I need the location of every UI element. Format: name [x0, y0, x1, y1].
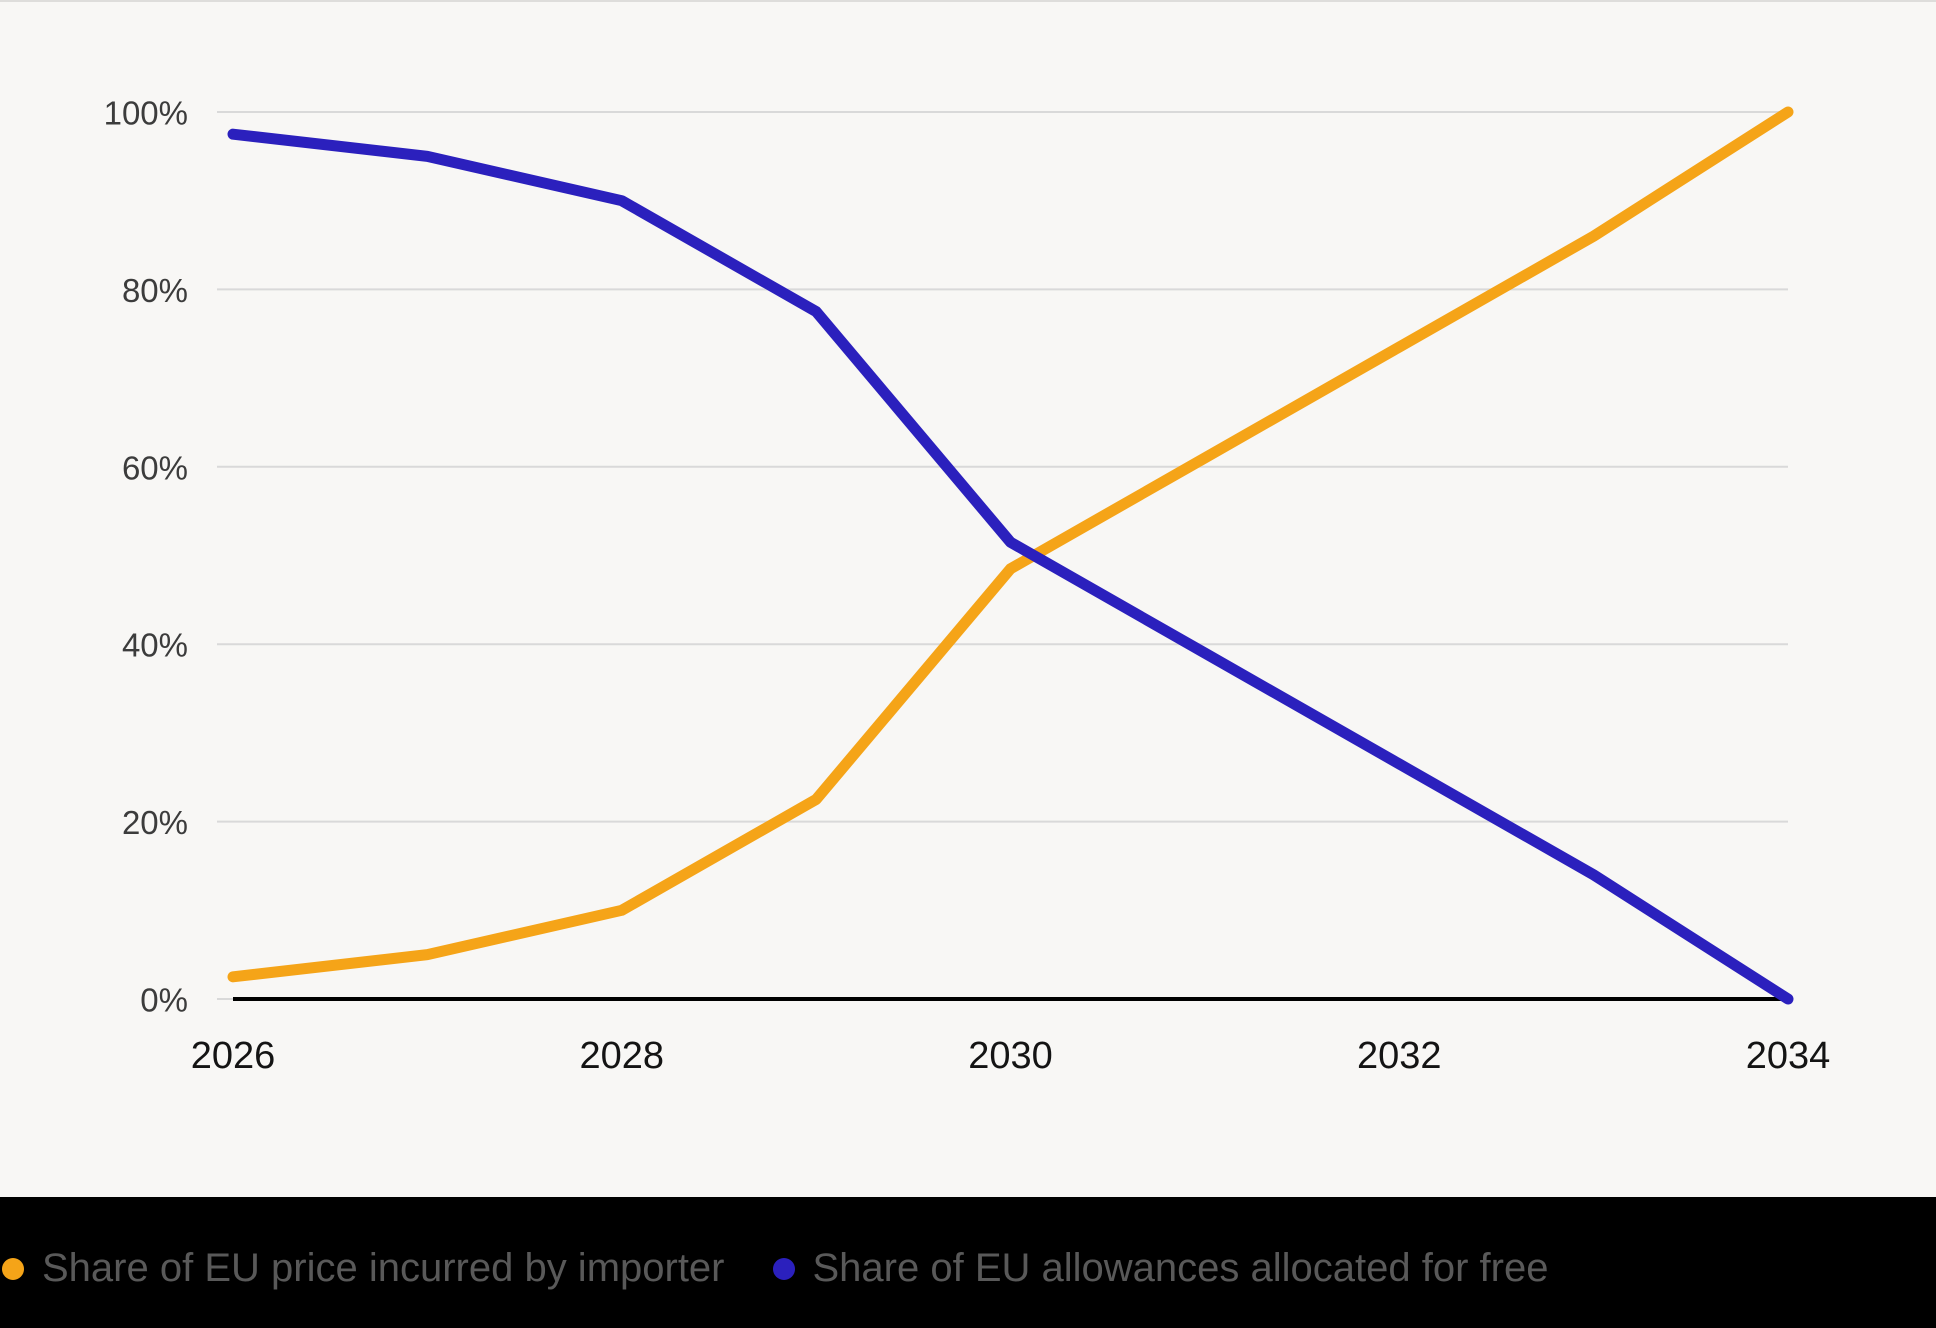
free-allowances-series-dot-icon: [772, 1257, 795, 1280]
importer-price-series-dot-icon: [2, 1257, 24, 1280]
legend-bar: Share of EU price incurred by importer S…: [0, 1197, 1936, 1328]
y-axis-tick-label-100: 100%: [104, 95, 188, 132]
y-axis-tick-label-80: 80%: [122, 272, 188, 309]
y-axis-tick-label-0: 0%: [140, 982, 188, 1019]
y-axis-tick-label-40: 40%: [122, 627, 188, 664]
legend-label-importer-price: Share of EU price incurred by importer: [42, 1245, 725, 1290]
x-axis-tick-label-2030: 2030: [968, 1035, 1053, 1077]
legend-item-free-allowances: Share of EU allowances allocated for fre…: [772, 1245, 1549, 1290]
y-axis-tick-label-60: 60%: [122, 449, 188, 486]
chart-area: 0% 20% 40% 60% 80% 100% 2026 2028 2030 2032 2034: [0, 2, 1936, 1197]
series-line-1: [227, 128, 1794, 1005]
series-line-0: [227, 106, 1794, 983]
x-axis-tick-label-2028: 2028: [579, 1035, 664, 1077]
x-axis-tick-label-2032: 2032: [1357, 1035, 1442, 1077]
y-axis-tick-label-20: 20%: [122, 804, 188, 841]
x-axis-tick-label-2034: 2034: [1746, 1035, 1831, 1077]
legend-label-free-allowances: Share of EU allowances allocated for fre…: [812, 1245, 1549, 1290]
x-axis-tick-label-2026: 2026: [191, 1035, 276, 1077]
legend-item-importer-price: Share of EU price incurred by importer: [2, 1248, 725, 1288]
line-chart: 0% 20% 40% 60% 80% 100% 2026 2028 2030 2032 2034: [104, 95, 1831, 1078]
